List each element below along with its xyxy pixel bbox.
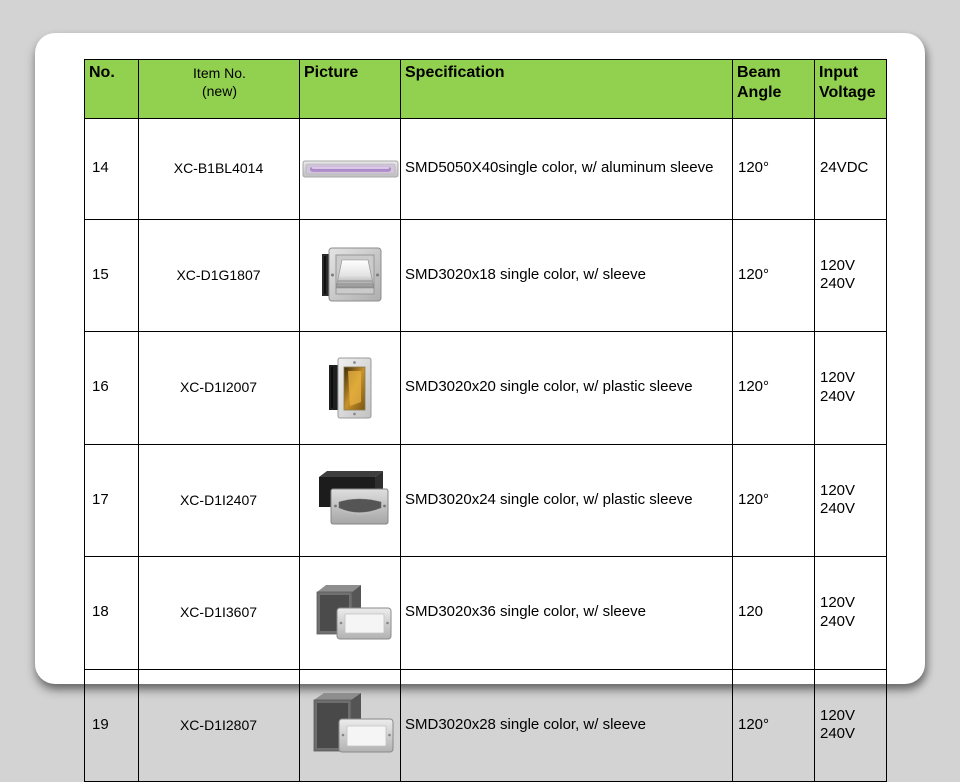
vertical-recessed-wall-light-image bbox=[329, 357, 372, 419]
brick-light-with-mounting-box-image bbox=[313, 693, 394, 753]
cell-input-voltage: 120V 240V bbox=[814, 218, 887, 332]
cell-input-voltage: 24VDC bbox=[814, 118, 887, 220]
product-table: No. Item No. (new) Picture Specification… bbox=[84, 59, 887, 782]
cell-input-voltage: 120V 240V bbox=[814, 331, 887, 445]
horizontal-hooded-wall-light-image bbox=[319, 471, 389, 525]
brick-light-with-mounting-box-image bbox=[316, 584, 392, 640]
cell-beam-angle: 120° bbox=[732, 218, 815, 332]
cell-specification: SMD3020x24 single color, w/ plastic slee… bbox=[400, 443, 733, 557]
cell-item-no: XC-D1I2807 bbox=[138, 668, 300, 782]
cell-specification: SMD3020x36 single color, w/ sleeve bbox=[400, 556, 733, 670]
cell-picture bbox=[299, 556, 401, 670]
cell-picture bbox=[299, 218, 401, 332]
table-row: 16 XC-D1I2007 bbox=[84, 331, 887, 445]
cell-beam-angle: 120° bbox=[732, 331, 815, 445]
cell-no: 16 bbox=[84, 331, 139, 445]
cell-beam-angle: 120° bbox=[732, 443, 815, 557]
col-header-no: No. bbox=[84, 59, 139, 119]
cell-beam-angle: 120 bbox=[732, 556, 815, 670]
col-header-input-voltage: Input Voltage bbox=[814, 59, 887, 119]
slide-card: No. Item No. (new) Picture Specification… bbox=[35, 33, 925, 782]
table-row: 15 XC-D1G1807 bbox=[84, 218, 887, 332]
cell-no: 19 bbox=[84, 668, 139, 782]
cell-item-no: XC-D1G1807 bbox=[138, 218, 300, 332]
cell-no: 15 bbox=[84, 218, 139, 332]
table-row: 17 XC-D1I2407 bbox=[84, 443, 887, 557]
col-header-beam-angle: Beam Angle bbox=[732, 59, 815, 119]
cell-no: 14 bbox=[84, 118, 139, 220]
cell-picture bbox=[299, 443, 401, 557]
table-row: 18 XC-D1I3607 bbox=[84, 556, 887, 670]
square-recessed-wall-light-image bbox=[322, 247, 382, 302]
cell-specification: SMD3020x18 single color, w/ sleeve bbox=[400, 218, 733, 332]
col-header-specification: Specification bbox=[400, 59, 733, 119]
cell-item-no: XC-D1I3607 bbox=[138, 556, 300, 670]
cell-input-voltage: 120V 240V bbox=[814, 556, 887, 670]
cell-specification: SMD3020x28 single color, w/ sleeve bbox=[400, 668, 733, 782]
cell-item-no: XC-D1I2407 bbox=[138, 443, 300, 557]
cell-beam-angle: 120° bbox=[732, 118, 815, 220]
col-header-item-no: Item No. (new) bbox=[138, 59, 300, 119]
slide-stage: No. Item No. (new) Picture Specification… bbox=[35, 33, 925, 782]
table-header-row: No. Item No. (new) Picture Specification… bbox=[84, 59, 887, 119]
cell-input-voltage: 120V 240V bbox=[814, 668, 887, 782]
linear-aluminum-bar-light-image bbox=[302, 160, 398, 178]
cell-picture bbox=[299, 118, 401, 220]
cell-picture bbox=[299, 331, 401, 445]
cell-specification: SMD3020x20 single color, w/ plastic slee… bbox=[400, 331, 733, 445]
cell-no: 18 bbox=[84, 556, 139, 670]
cell-item-no: XC-B1BL4014 bbox=[138, 118, 300, 220]
cell-input-voltage: 120V 240V bbox=[814, 443, 887, 557]
table-row: 14 XC-B1BL4014 bbox=[84, 118, 887, 220]
col-header-picture: Picture bbox=[299, 59, 401, 119]
table-row: 19 XC-D1I2807 bbox=[84, 668, 887, 782]
cell-specification: SMD5050X40single color, w/ aluminum slee… bbox=[400, 118, 733, 220]
cell-beam-angle: 120° bbox=[732, 668, 815, 782]
cell-picture bbox=[299, 668, 401, 782]
cell-item-no: XC-D1I2007 bbox=[138, 331, 300, 445]
cell-no: 17 bbox=[84, 443, 139, 557]
